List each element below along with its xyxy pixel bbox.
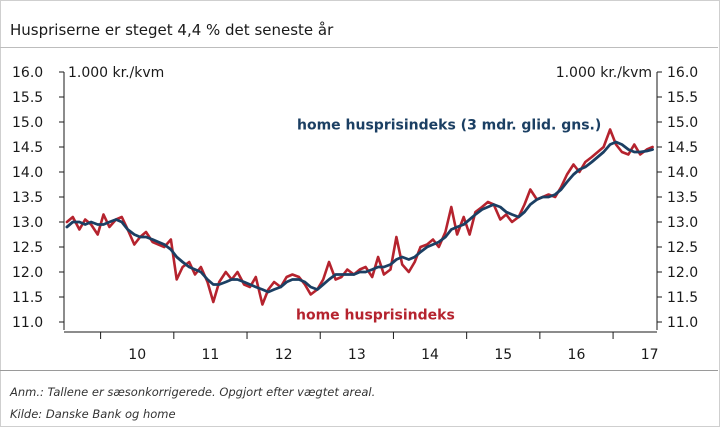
y-tick-label-left: 13.0 (12, 215, 43, 231)
title-divider (0, 47, 718, 48)
y-tick-label-right: 12.5 (667, 240, 698, 256)
y-unit-label-right: 1.000 kr./kvm (556, 65, 652, 81)
x-tick-label: 12 (275, 347, 293, 363)
y-tick-label-right: 13.5 (667, 190, 698, 206)
footnote-divider (0, 370, 718, 371)
x-tick-label: 13 (348, 347, 366, 363)
y-unit-label-left: 1.000 kr./kvm (68, 65, 164, 81)
y-tick-label-right: 13.0 (667, 215, 698, 231)
y-tick-label-right: 15.5 (667, 90, 698, 106)
y-tick-label-right: 14.5 (667, 140, 698, 156)
y-tick-label-left: 11.5 (12, 290, 43, 306)
x-tick-label: 10 (128, 347, 146, 363)
series-line-raw (65, 128, 654, 306)
x-tick-label: 14 (421, 347, 439, 363)
y-tick-label-left: 14.0 (12, 165, 43, 181)
x-tick-label: 16 (568, 347, 586, 363)
y-tick-label-left: 15.0 (12, 115, 43, 131)
footnote: Anm.: Tallene er sæsonkorrigerede. Opgjo… (10, 385, 376, 399)
y-tick-label-right: 14.0 (667, 165, 698, 181)
y-tick-label-right: 16.0 (667, 65, 698, 81)
y-tick-label-left: 16.0 (12, 65, 43, 81)
y-tick-label-left: 11.0 (12, 315, 43, 331)
x-tick-label: 17 (641, 347, 659, 363)
y-tick-label-left: 12.0 (12, 265, 43, 281)
series-label-raw: home husprisindeks (296, 308, 455, 324)
x-tick-label: 11 (202, 347, 220, 363)
line-chart: 11.0 11.0 11.5 11.5 12.0 12.0 12.5 12.5 13.0 13.0… (12, 65, 698, 363)
y-tick-label-right: 11.5 (667, 290, 698, 306)
series-line-smoothed (65, 140, 654, 294)
y-tick-label-right: 12.0 (667, 265, 698, 281)
y-tick-label-left: 12.5 (12, 240, 43, 256)
source-note: Kilde: Danske Bank og home (10, 407, 176, 421)
chart-title: Huspriserne er steget 4,4 % det seneste … (10, 21, 334, 39)
y-tick-label-left: 14.5 (12, 140, 43, 156)
series-label-smoothed: home husprisindeks (3 mdr. glid. gns.) (297, 118, 601, 134)
x-tick-label: 15 (494, 347, 512, 363)
y-tick-label-left: 15.5 (12, 90, 43, 106)
y-tick-label-right: 15.0 (667, 115, 698, 131)
y-tick-label-right: 11.0 (667, 315, 698, 331)
y-tick-label-left: 13.5 (12, 190, 43, 206)
